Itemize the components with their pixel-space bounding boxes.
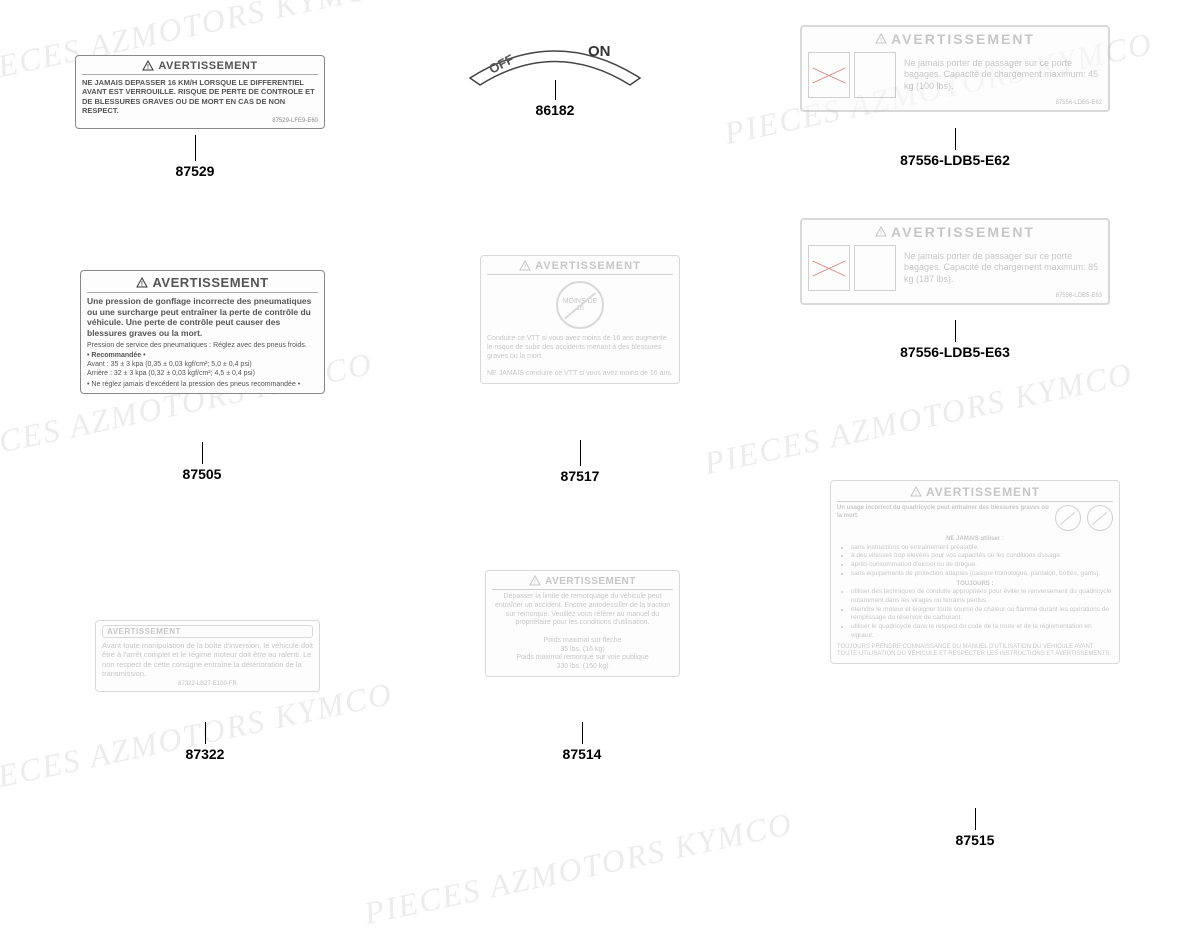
- svg-text:!: !: [141, 281, 143, 288]
- always-list: utiliser des techniques de conduite appr…: [843, 588, 1113, 641]
- label-body: Une pression de gonflage incorrecte des …: [87, 296, 318, 389]
- callout-87322: 87322: [186, 746, 225, 762]
- watermark: PIECES AZMOTORS KYMCO: [701, 355, 1136, 482]
- warning-icon: !: [136, 277, 148, 289]
- label-body: Ne jamais porter de passager sur ce port…: [904, 58, 1102, 92]
- rack-illustration: [808, 52, 896, 98]
- warning-label-87505: ! AVERTISSEMENT Une pression de gonflage…: [80, 270, 325, 394]
- part-ref: 87556-LDB5-E63: [808, 293, 1102, 299]
- rack-illustration: [808, 245, 896, 291]
- label-title: AVERTISSEMENT: [535, 260, 641, 272]
- warning-label-87517: ! AVERTISSEMENT MOINS DE 16 Conduire ce …: [480, 255, 680, 384]
- label-title: AVERTISSEMENT: [891, 224, 1035, 240]
- part-ref: 87529-LFE9-E60: [82, 118, 318, 124]
- label-title: AVERTISSEMENT: [152, 275, 268, 290]
- warning-label-87556-e63: ! AVERTISSEMENT Ne jamais porter de pass…: [800, 218, 1110, 305]
- callout-87514: 87514: [563, 746, 602, 762]
- label-title: AVERTISSEMENT: [158, 60, 257, 72]
- prohibition-icons: [1055, 505, 1113, 531]
- label-body: NE JAMAIS DEPASSER 16 KM/H LORSQUE LE DI…: [82, 78, 318, 116]
- callout-line: [205, 722, 206, 744]
- warning-icon: !: [875, 226, 887, 238]
- svg-text:ON: ON: [588, 43, 611, 60]
- label-title: AVERTISSEMENT: [107, 627, 181, 636]
- watermark: PIECES AZMOTORS KYMCO: [361, 805, 796, 932]
- callout-87529: 87529: [176, 163, 215, 179]
- warning-icon: !: [910, 486, 922, 498]
- label-body: Dépasser la limite de remorquage du véhi…: [492, 593, 673, 672]
- warning-icon: !: [875, 33, 887, 45]
- callout-87515: 87515: [956, 832, 995, 848]
- svg-text:!: !: [880, 230, 882, 237]
- callout-87556-e63: 87556-LDB5-E63: [900, 344, 1010, 360]
- callout-87505: 87505: [183, 466, 222, 482]
- label-body: Ne jamais porter de passager sur ce port…: [904, 251, 1102, 285]
- label-title: AVERTISSEMENT: [891, 31, 1035, 47]
- never-list: sans instructions ou entraînement préala…: [843, 544, 1113, 579]
- label-footnote: TOUJOURS PRENDRE CONNAISSANCE DU MANUEL …: [837, 644, 1113, 659]
- always-header: TOUJOURS :: [837, 581, 1113, 589]
- svg-text:!: !: [915, 490, 917, 497]
- warning-label-87556-e62: ! AVERTISSEMENT Ne jamais porter de pass…: [800, 25, 1110, 112]
- label-title: AVERTISSEMENT: [926, 485, 1040, 499]
- callout-line: [195, 135, 196, 161]
- part-ref: 87556-LDB5-E62: [808, 100, 1102, 106]
- age-badge: MOINS DE 16: [556, 281, 604, 329]
- warning-icon: !: [529, 575, 541, 587]
- callout-86182: 86182: [536, 102, 575, 118]
- warning-label-87515: ! AVERTISSEMENT Un usage incorrect du qu…: [830, 480, 1120, 664]
- watermark: PIECES AZMOTORS KYMCO: [0, 675, 396, 802]
- warning-label-87529: ! AVERTISSEMENT NE JAMAIS DEPASSER 16 KM…: [75, 55, 325, 129]
- callout-line: [202, 442, 203, 464]
- warning-label-87322: AVERTISSEMENT Avant toute manipulation d…: [95, 620, 320, 692]
- warning-icon: !: [519, 260, 531, 272]
- warning-label-87514: ! AVERTISSEMENT Dépasser la limite de re…: [485, 570, 680, 677]
- part-ref: 87322-LB27-E100-FR: [102, 681, 313, 687]
- label-title: AVERTISSEMENT: [545, 576, 636, 587]
- svg-text:!: !: [524, 264, 526, 271]
- callout-line: [955, 320, 956, 342]
- label-intro: Un usage incorrect du quadricycle peut e…: [837, 505, 1049, 520]
- callout-line: [955, 128, 956, 150]
- warning-icon: !: [142, 60, 154, 72]
- callout-line: [580, 440, 581, 466]
- callout-line: [555, 80, 556, 100]
- label-body: Avant toute manipulation de la boîte d'i…: [102, 641, 313, 679]
- label-body: Conduire ce VTT si vous avez moins de 16…: [487, 335, 673, 379]
- callout-line: [975, 808, 976, 830]
- svg-text:!: !: [880, 37, 882, 44]
- svg-text:!: !: [147, 64, 149, 71]
- callout-87556-e62: 87556-LDB5-E62: [900, 152, 1010, 168]
- svg-text:!: !: [534, 579, 536, 586]
- callout-87517: 87517: [561, 468, 600, 484]
- never-header: NE JAMAIS utiliser :: [837, 536, 1113, 544]
- callout-line: [582, 722, 583, 744]
